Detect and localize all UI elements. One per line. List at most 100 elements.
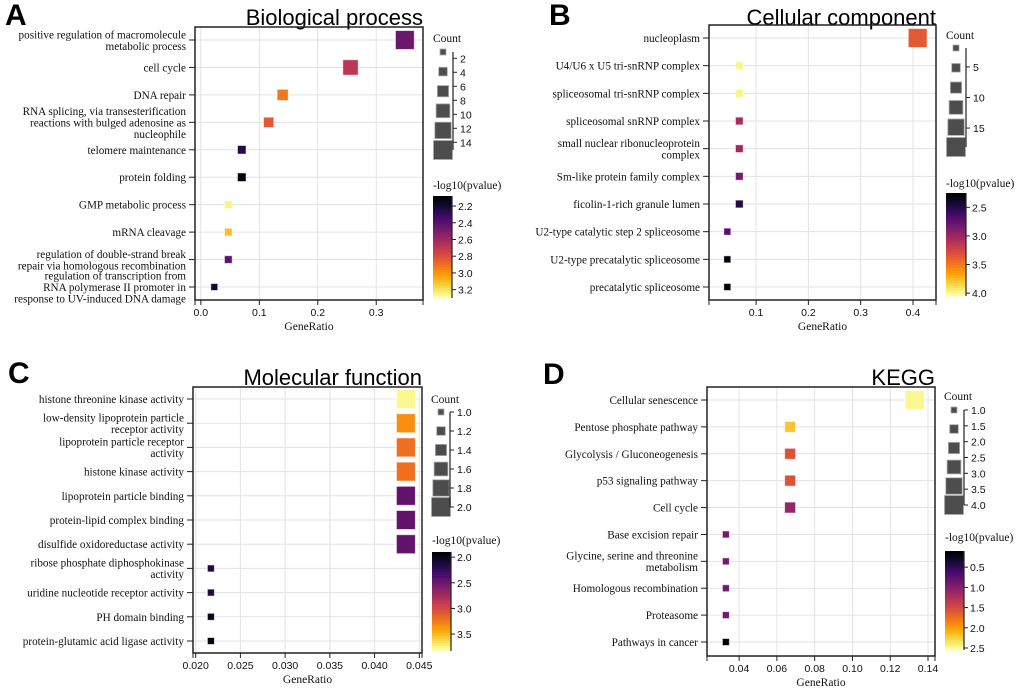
y-category-label: nucleophile bbox=[134, 129, 186, 141]
colorbar-segment bbox=[946, 252, 966, 256]
y-category-label: RNA splicing, via transesterification bbox=[23, 106, 187, 118]
size-legend-square bbox=[438, 66, 448, 77]
x-tick-label: 0.04 bbox=[729, 663, 750, 675]
x-tick-label: 0.06 bbox=[767, 663, 788, 675]
x-tick-label: 0.4 bbox=[906, 307, 921, 319]
colorbar-segment bbox=[433, 218, 452, 222]
colorbar-tick-label: 3.0 bbox=[457, 603, 472, 615]
y-category-label: lipoprotein particle receptor bbox=[59, 437, 184, 449]
x-axis-label: GeneRatio bbox=[284, 321, 333, 333]
size-legend-title: Count bbox=[431, 394, 460, 406]
size-legend-square bbox=[949, 424, 959, 434]
y-category-label: histone threonine kinase activity bbox=[39, 394, 184, 406]
x-tick-label: 0.08 bbox=[804, 663, 825, 675]
colorbar-segment bbox=[433, 198, 452, 202]
colorbar-segment bbox=[432, 591, 451, 595]
size-legend-square bbox=[434, 121, 452, 139]
size-legend-tick-label: 10 bbox=[973, 93, 985, 105]
colorbar-segment bbox=[433, 287, 452, 291]
colorbar-segment bbox=[945, 612, 964, 616]
y-category-label: complex bbox=[661, 149, 700, 161]
y-category-label: ribose phosphate diphosphokinase bbox=[31, 558, 185, 570]
colorbar-segment bbox=[432, 569, 451, 573]
plot-frame bbox=[194, 26, 424, 301]
colorbar-segment bbox=[433, 196, 452, 200]
data-point bbox=[206, 612, 215, 621]
panel-d: D KEGG 0.04 0.06 0.08 0.10 0.12 0.14 GeneRatio Ce… bbox=[543, 358, 1014, 689]
colorbar-segment bbox=[432, 599, 451, 602]
colorbar-segment bbox=[946, 239, 966, 243]
x-tick-label: 0.0 bbox=[194, 307, 209, 319]
colorbar-tick-label: 3.0 bbox=[458, 268, 473, 280]
size-legend-tick-label: 2.0 bbox=[457, 502, 472, 514]
panel-a: A Biological process 0.0 0.1 0.2 0.3 GeneRatio… bbox=[5, 0, 502, 333]
size-legend-square bbox=[437, 408, 445, 416]
colorbar-segment bbox=[432, 554, 451, 558]
data-point bbox=[223, 255, 233, 264]
colorbar-segment bbox=[433, 239, 452, 243]
colorbar-segment bbox=[946, 290, 966, 294]
colorbar-segment bbox=[945, 553, 964, 557]
data-point bbox=[206, 588, 215, 597]
data-point bbox=[734, 199, 744, 209]
y-category-label: spliceosomal tri-snRNP complex bbox=[553, 88, 701, 100]
y-category-label: low-density lipoprotein particle bbox=[43, 412, 184, 424]
colorbar-segment bbox=[433, 254, 452, 258]
colorbar-segment bbox=[946, 244, 966, 248]
colorbar-segment bbox=[433, 234, 452, 238]
size-legend-tick-label: 1.5 bbox=[971, 421, 986, 433]
size-legend-tick-label: 3.0 bbox=[971, 468, 986, 480]
panel-title: Biological process bbox=[246, 5, 423, 30]
colorbar-segment bbox=[945, 605, 964, 609]
x-tick-label: 0.1 bbox=[749, 307, 764, 319]
size-legend-square bbox=[944, 495, 964, 515]
colorbar-segment bbox=[433, 259, 452, 263]
x-tick-label: 0.2 bbox=[310, 307, 325, 319]
colorbar-segment bbox=[433, 203, 452, 207]
data-point bbox=[236, 172, 247, 183]
x-tick-label: 0.10 bbox=[842, 663, 863, 675]
colorbar-segment bbox=[433, 285, 452, 289]
colorbar-segment bbox=[945, 632, 964, 636]
colorbar-segment bbox=[946, 211, 966, 215]
data-point bbox=[721, 584, 730, 593]
colorbar-segment bbox=[432, 556, 451, 560]
size-legend-tick-label: 1.8 bbox=[457, 483, 472, 495]
colorbar-segment bbox=[433, 257, 452, 261]
data-point bbox=[734, 171, 744, 181]
data-point bbox=[734, 116, 744, 126]
colorbar-segment bbox=[432, 579, 451, 583]
colorbar-segment bbox=[946, 221, 966, 225]
colorbar-segment bbox=[432, 552, 451, 555]
x-tick-label: 0.14 bbox=[918, 663, 939, 675]
colorbar-segment bbox=[945, 647, 964, 651]
colorbar-segment bbox=[946, 229, 966, 233]
size-legend-square bbox=[436, 85, 449, 98]
colorbar-segment bbox=[433, 262, 452, 266]
y-category-label: Homologous recombination bbox=[573, 583, 699, 595]
data-point bbox=[723, 282, 732, 292]
size-legend-tick-label: 8 bbox=[460, 95, 466, 107]
colorbar-segment bbox=[945, 607, 964, 611]
size-legend-square bbox=[433, 461, 449, 477]
size-legend-square bbox=[945, 477, 963, 495]
colorbar-segment bbox=[433, 208, 452, 212]
y-category-label: Base excision repair bbox=[607, 529, 698, 541]
data-point bbox=[223, 227, 233, 237]
panel-b: B Cellular component 0.1 0.2 0.3 0.4 GeneRatio… bbox=[535, 0, 1014, 333]
y-category-label: Sm-like protein family complex bbox=[557, 171, 701, 183]
colorbar-segment bbox=[945, 637, 964, 641]
data-point bbox=[395, 534, 416, 555]
colorbar-segment bbox=[433, 216, 452, 220]
plot-frame bbox=[706, 386, 936, 657]
x-tick-label: 0.030 bbox=[272, 660, 298, 672]
size-legend-tick-label: 5 bbox=[973, 62, 979, 74]
colorbar-segment bbox=[432, 589, 451, 593]
colorbar-segment bbox=[946, 293, 966, 297]
colorbar-segment bbox=[432, 603, 451, 607]
colorbar-segment bbox=[946, 272, 966, 276]
x-tick-label: 0.1 bbox=[252, 307, 267, 319]
colorbar-segment bbox=[432, 574, 451, 578]
colorbar-segment bbox=[946, 231, 966, 235]
colorbar-segment bbox=[945, 615, 964, 619]
